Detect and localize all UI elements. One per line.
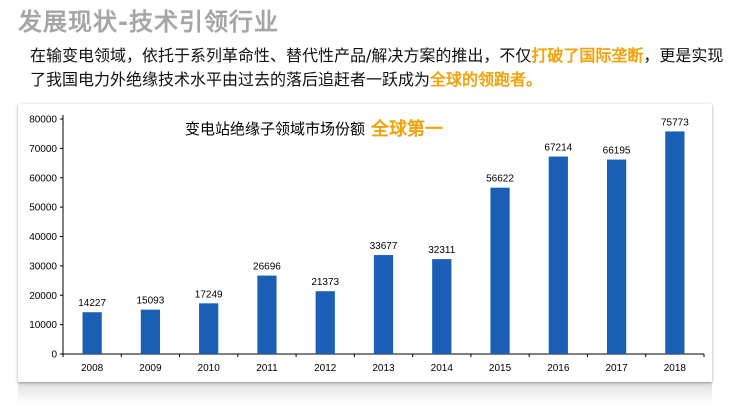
x-tick-label-2012: 2012 xyxy=(314,363,337,374)
y-tick-label: 40000 xyxy=(29,232,57,243)
data-label-2011: 26696 xyxy=(253,262,281,273)
x-tick-label-2009: 2009 xyxy=(139,363,162,374)
x-tick-label-2018: 2018 xyxy=(664,363,687,374)
intro-text-1: 在输变电领域，依托于系列革命性、替代性产品/解决方案的推出，不仅 xyxy=(30,46,532,65)
intro-text-2: ，更是实现了我国电力外绝缘技术水平由过去的落后追赶者一跃成为 xyxy=(30,46,724,89)
y-tick-label: 80000 xyxy=(29,115,57,126)
intro-highlight-2: 全球的领跑者。 xyxy=(430,70,543,89)
chart-title: 变电站绝缘子领域市场份额 xyxy=(185,120,365,138)
data-label-2009: 15093 xyxy=(137,296,165,307)
market-share-bar-chart: 变电站绝缘子领域市场份额 全球第一 0 10000 20000 30000 40000 5… xyxy=(29,115,705,374)
bar-2008 xyxy=(82,312,102,354)
data-labels-group: 14227 15093 17249 26696 21373 33677 32311 56622… xyxy=(78,117,689,309)
x-tick-label-2017: 2017 xyxy=(605,363,628,374)
bar-2016 xyxy=(548,156,568,354)
data-label-2015: 56622 xyxy=(486,174,514,185)
x-tick-label-2014: 2014 xyxy=(431,363,454,374)
bar-2010 xyxy=(199,303,219,354)
y-axis-ticks: 0 10000 20000 30000 40000 50000 60000 70000 8000… xyxy=(29,115,63,361)
x-tick-label-2013: 2013 xyxy=(372,363,395,374)
bar-2015 xyxy=(490,187,510,354)
data-label-2014: 32311 xyxy=(428,245,456,256)
x-tick-label-2008: 2008 xyxy=(81,363,104,374)
chart-card: 变电站绝缘子领域市场份额 全球第一 0 10000 20000 30000 40000 5… xyxy=(18,104,712,382)
bar-2017 xyxy=(606,159,627,354)
x-tick-label-2010: 2010 xyxy=(198,363,221,374)
bars-group xyxy=(82,131,685,354)
x-tick-label-2016: 2016 xyxy=(547,363,570,374)
data-label-2008: 14227 xyxy=(78,298,106,309)
bar-2018 xyxy=(665,131,685,354)
y-tick-label: 60000 xyxy=(29,173,57,184)
bar-2014 xyxy=(432,259,452,354)
data-label-2013: 33677 xyxy=(370,241,398,252)
bar-2011 xyxy=(257,275,277,354)
bar-2013 xyxy=(373,255,394,354)
y-tick-label: 30000 xyxy=(29,261,57,272)
data-label-2018: 75773 xyxy=(661,117,689,128)
chart-title-group: 变电站绝缘子领域市场份额 全球第一 xyxy=(185,118,443,140)
chart-title-highlight: 全球第一 xyxy=(370,118,443,140)
y-tick-label: 70000 xyxy=(29,144,57,155)
x-tick-label-2011: 2011 xyxy=(256,363,278,374)
slide-title: 发展现状-技术引领行业 xyxy=(18,8,279,36)
y-tick-label: 10000 xyxy=(29,320,57,331)
data-label-2016: 67214 xyxy=(544,143,572,154)
intro-paragraph: 在输变电领域，依托于系列革命性、替代性产品/解决方案的推出，不仅打破了国际垄断，… xyxy=(30,44,730,92)
intro-highlight-1: 打破了国际垄断 xyxy=(531,46,644,65)
x-tick-label-2015: 2015 xyxy=(489,363,512,374)
y-tick-label: 20000 xyxy=(29,291,57,302)
x-axis-ticks: 2008 2009 2010 2011 2012 2013 2014 2015 2016 2017… xyxy=(62,354,705,374)
data-label-2012: 21373 xyxy=(311,277,339,288)
data-label-2010: 17249 xyxy=(195,289,223,300)
y-tick-label: 0 xyxy=(51,350,57,361)
bar-2009 xyxy=(140,309,161,354)
y-tick-label: 50000 xyxy=(29,203,57,214)
bar-2012 xyxy=(315,291,335,354)
card-reflection xyxy=(18,382,712,404)
data-label-2017: 66195 xyxy=(603,146,631,157)
